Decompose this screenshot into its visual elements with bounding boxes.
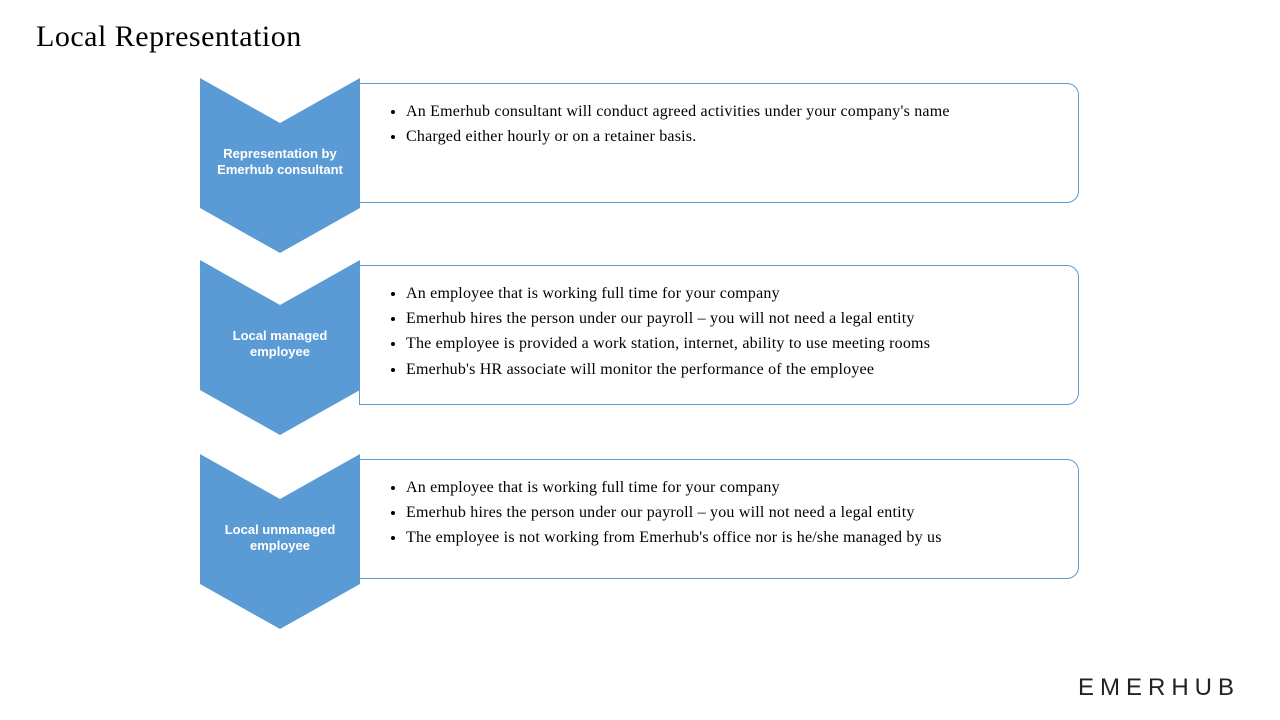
bullet-list-2: An employee that is working full time fo… — [388, 476, 1058, 550]
row-2: Local unmanaged employee An employee tha… — [200, 454, 1079, 634]
bullet: An Emerhub consultant will conduct agree… — [406, 100, 1058, 123]
chevron-label-1: Local managed employee — [200, 328, 360, 361]
bullet: The employee is not working from Emerhub… — [406, 526, 1058, 549]
content-box-1: An employee that is working full time fo… — [359, 265, 1079, 405]
chevron-0: Representation by Emerhub consultant — [200, 78, 360, 258]
bullet-list-0: An Emerhub consultant will conduct agree… — [388, 100, 1058, 148]
chevron-label-2: Local unmanaged employee — [200, 522, 360, 555]
bullet: Emerhub's HR associate will monitor the … — [406, 358, 1058, 381]
bullet: The employee is provided a work station,… — [406, 332, 1058, 355]
bullet-list-1: An employee that is working full time fo… — [388, 282, 1058, 381]
bullet: An employee that is working full time fo… — [406, 282, 1058, 305]
chevron-label-0: Representation by Emerhub consultant — [200, 146, 360, 179]
page-title: Local Representation — [36, 20, 302, 54]
bullet: Emerhub hires the person under our payro… — [406, 307, 1058, 330]
chevron-1: Local managed employee — [200, 260, 360, 440]
bullet: An employee that is working full time fo… — [406, 476, 1058, 499]
bullet: Emerhub hires the person under our payro… — [406, 501, 1058, 524]
bullet: Charged either hourly or on a retainer b… — [406, 125, 1058, 148]
content-box-2: An employee that is working full time fo… — [359, 459, 1079, 579]
content-box-0: An Emerhub consultant will conduct agree… — [359, 83, 1079, 203]
brand-logo: EMERHUB — [1078, 674, 1240, 702]
chevron-2: Local unmanaged employee — [200, 454, 360, 634]
row-1: Local managed employee An employee that … — [200, 260, 1079, 440]
row-0: Representation by Emerhub consultant An … — [200, 78, 1079, 258]
